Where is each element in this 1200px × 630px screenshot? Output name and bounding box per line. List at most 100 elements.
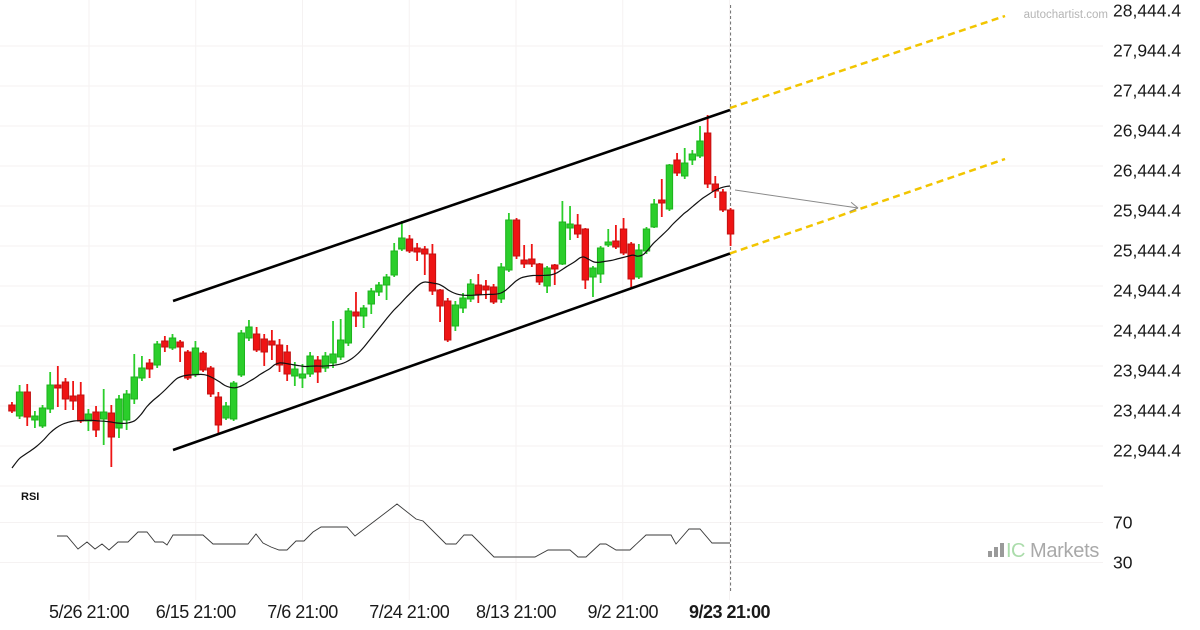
candle-body [38, 407, 47, 427]
price-axis-label: 23,444.4 [1113, 400, 1181, 420]
candle-body [642, 228, 651, 252]
candle-body [207, 367, 215, 395]
candle-body [658, 199, 666, 204]
candle-body [474, 284, 482, 295]
candle-body [138, 367, 146, 379]
candle-body [444, 300, 452, 341]
price-axis-label: 24,944.4 [1113, 280, 1181, 300]
candle-body [145, 362, 154, 370]
candle-body [673, 159, 681, 174]
candle-body [176, 341, 184, 348]
candle-body [245, 326, 253, 339]
forecast-arrow [734, 189, 859, 212]
candle-body [635, 249, 643, 278]
candle-body [252, 333, 261, 351]
candle-body [229, 382, 238, 420]
rsi-axis-label: 70 [1113, 513, 1133, 533]
price-axis-label: 27,444.4 [1113, 80, 1181, 100]
candle-body [191, 347, 200, 375]
candle-body [122, 393, 131, 421]
candle-body [336, 339, 345, 358]
candle-body [298, 373, 307, 379]
candle-body [466, 283, 475, 300]
candle-body [222, 405, 230, 419]
candle-body [451, 304, 460, 327]
price-axis-label: 26,444.4 [1113, 160, 1181, 180]
candle-body [344, 310, 353, 344]
channel-trendline [172, 252, 731, 452]
time-axis-label: 9/2 21:00 [587, 602, 658, 622]
arrow-head [850, 201, 859, 209]
price-axis-labels: 28,444.4 27,944.4 27,444.4 26,944.4 26,444.4… [1113, 0, 1181, 572]
candle-body [115, 398, 123, 429]
candle-body [650, 203, 658, 228]
candle-body [398, 237, 406, 250]
candle-body [696, 140, 704, 157]
price-axis-label: 22,944.4 [1113, 440, 1181, 460]
candle-body [184, 351, 192, 379]
forecast-dashed-line [729, 157, 1006, 255]
logo-bar-medium [994, 547, 998, 557]
candles [8, 115, 735, 467]
time-axis-label: 5/26 21:00 [49, 602, 130, 622]
candle-body [528, 258, 536, 265]
candle-body [711, 183, 719, 192]
candle-body [31, 415, 39, 421]
time-axis-label: 7/6 21:00 [267, 602, 338, 622]
logo-text-markets: Markets [1030, 540, 1099, 562]
candle-body [61, 381, 70, 400]
channel-trendline [172, 108, 731, 303]
candle-body [535, 263, 544, 283]
candle-body [573, 224, 582, 235]
price-axis-label: 28,444.4 [1113, 0, 1181, 20]
candle-body [726, 209, 735, 235]
candle-body [627, 243, 635, 280]
candle-body [596, 247, 605, 275]
candle-body [512, 219, 521, 257]
candle-body [54, 384, 62, 389]
arrow-head [849, 207, 859, 212]
candle-body [413, 247, 421, 253]
candle-body [405, 238, 414, 252]
candle-body [382, 276, 391, 286]
candle-body [84, 413, 93, 422]
moving-average-path [11, 185, 731, 469]
rsi-panel-label: RSI [21, 491, 39, 503]
candle-body [161, 340, 169, 348]
candle-body [551, 264, 559, 270]
price-axis-label: 26,944.4 [1113, 120, 1181, 140]
candle-body [237, 332, 246, 376]
icmarkets-logo: IC Markets [988, 540, 1100, 562]
candle-body [46, 384, 54, 410]
candle-body [497, 266, 505, 300]
logo-bar-large [1000, 543, 1004, 557]
candle-body [329, 353, 337, 364]
candle-body [612, 240, 620, 248]
candle-body [375, 284, 383, 293]
candle-body [199, 352, 207, 371]
time-axis-label: 6/15 21:00 [156, 602, 237, 622]
candle-body [130, 376, 138, 400]
candle-body [719, 191, 727, 211]
candle-body [268, 340, 276, 346]
candle-body [275, 344, 284, 366]
price-axis-label: 25,444.4 [1113, 240, 1181, 260]
autochartist-watermark: autochartist.com [1024, 9, 1108, 21]
candle-body [23, 391, 31, 418]
candle-body [8, 404, 16, 412]
candle-body [77, 394, 85, 422]
time-axis-label: 8/13 21:00 [476, 602, 557, 622]
candle-body [543, 267, 551, 287]
candle-body [69, 395, 77, 402]
candle-body [688, 153, 697, 161]
candle-body [15, 391, 24, 417]
candle-body [168, 337, 177, 349]
trend-channel-lines [172, 108, 731, 452]
forecast-dashed-line [729, 14, 1006, 110]
candle-body [390, 250, 398, 276]
candle-body [421, 248, 429, 255]
candle-body [367, 290, 375, 305]
arrow-shaft [734, 189, 859, 209]
candle-body [566, 223, 574, 229]
